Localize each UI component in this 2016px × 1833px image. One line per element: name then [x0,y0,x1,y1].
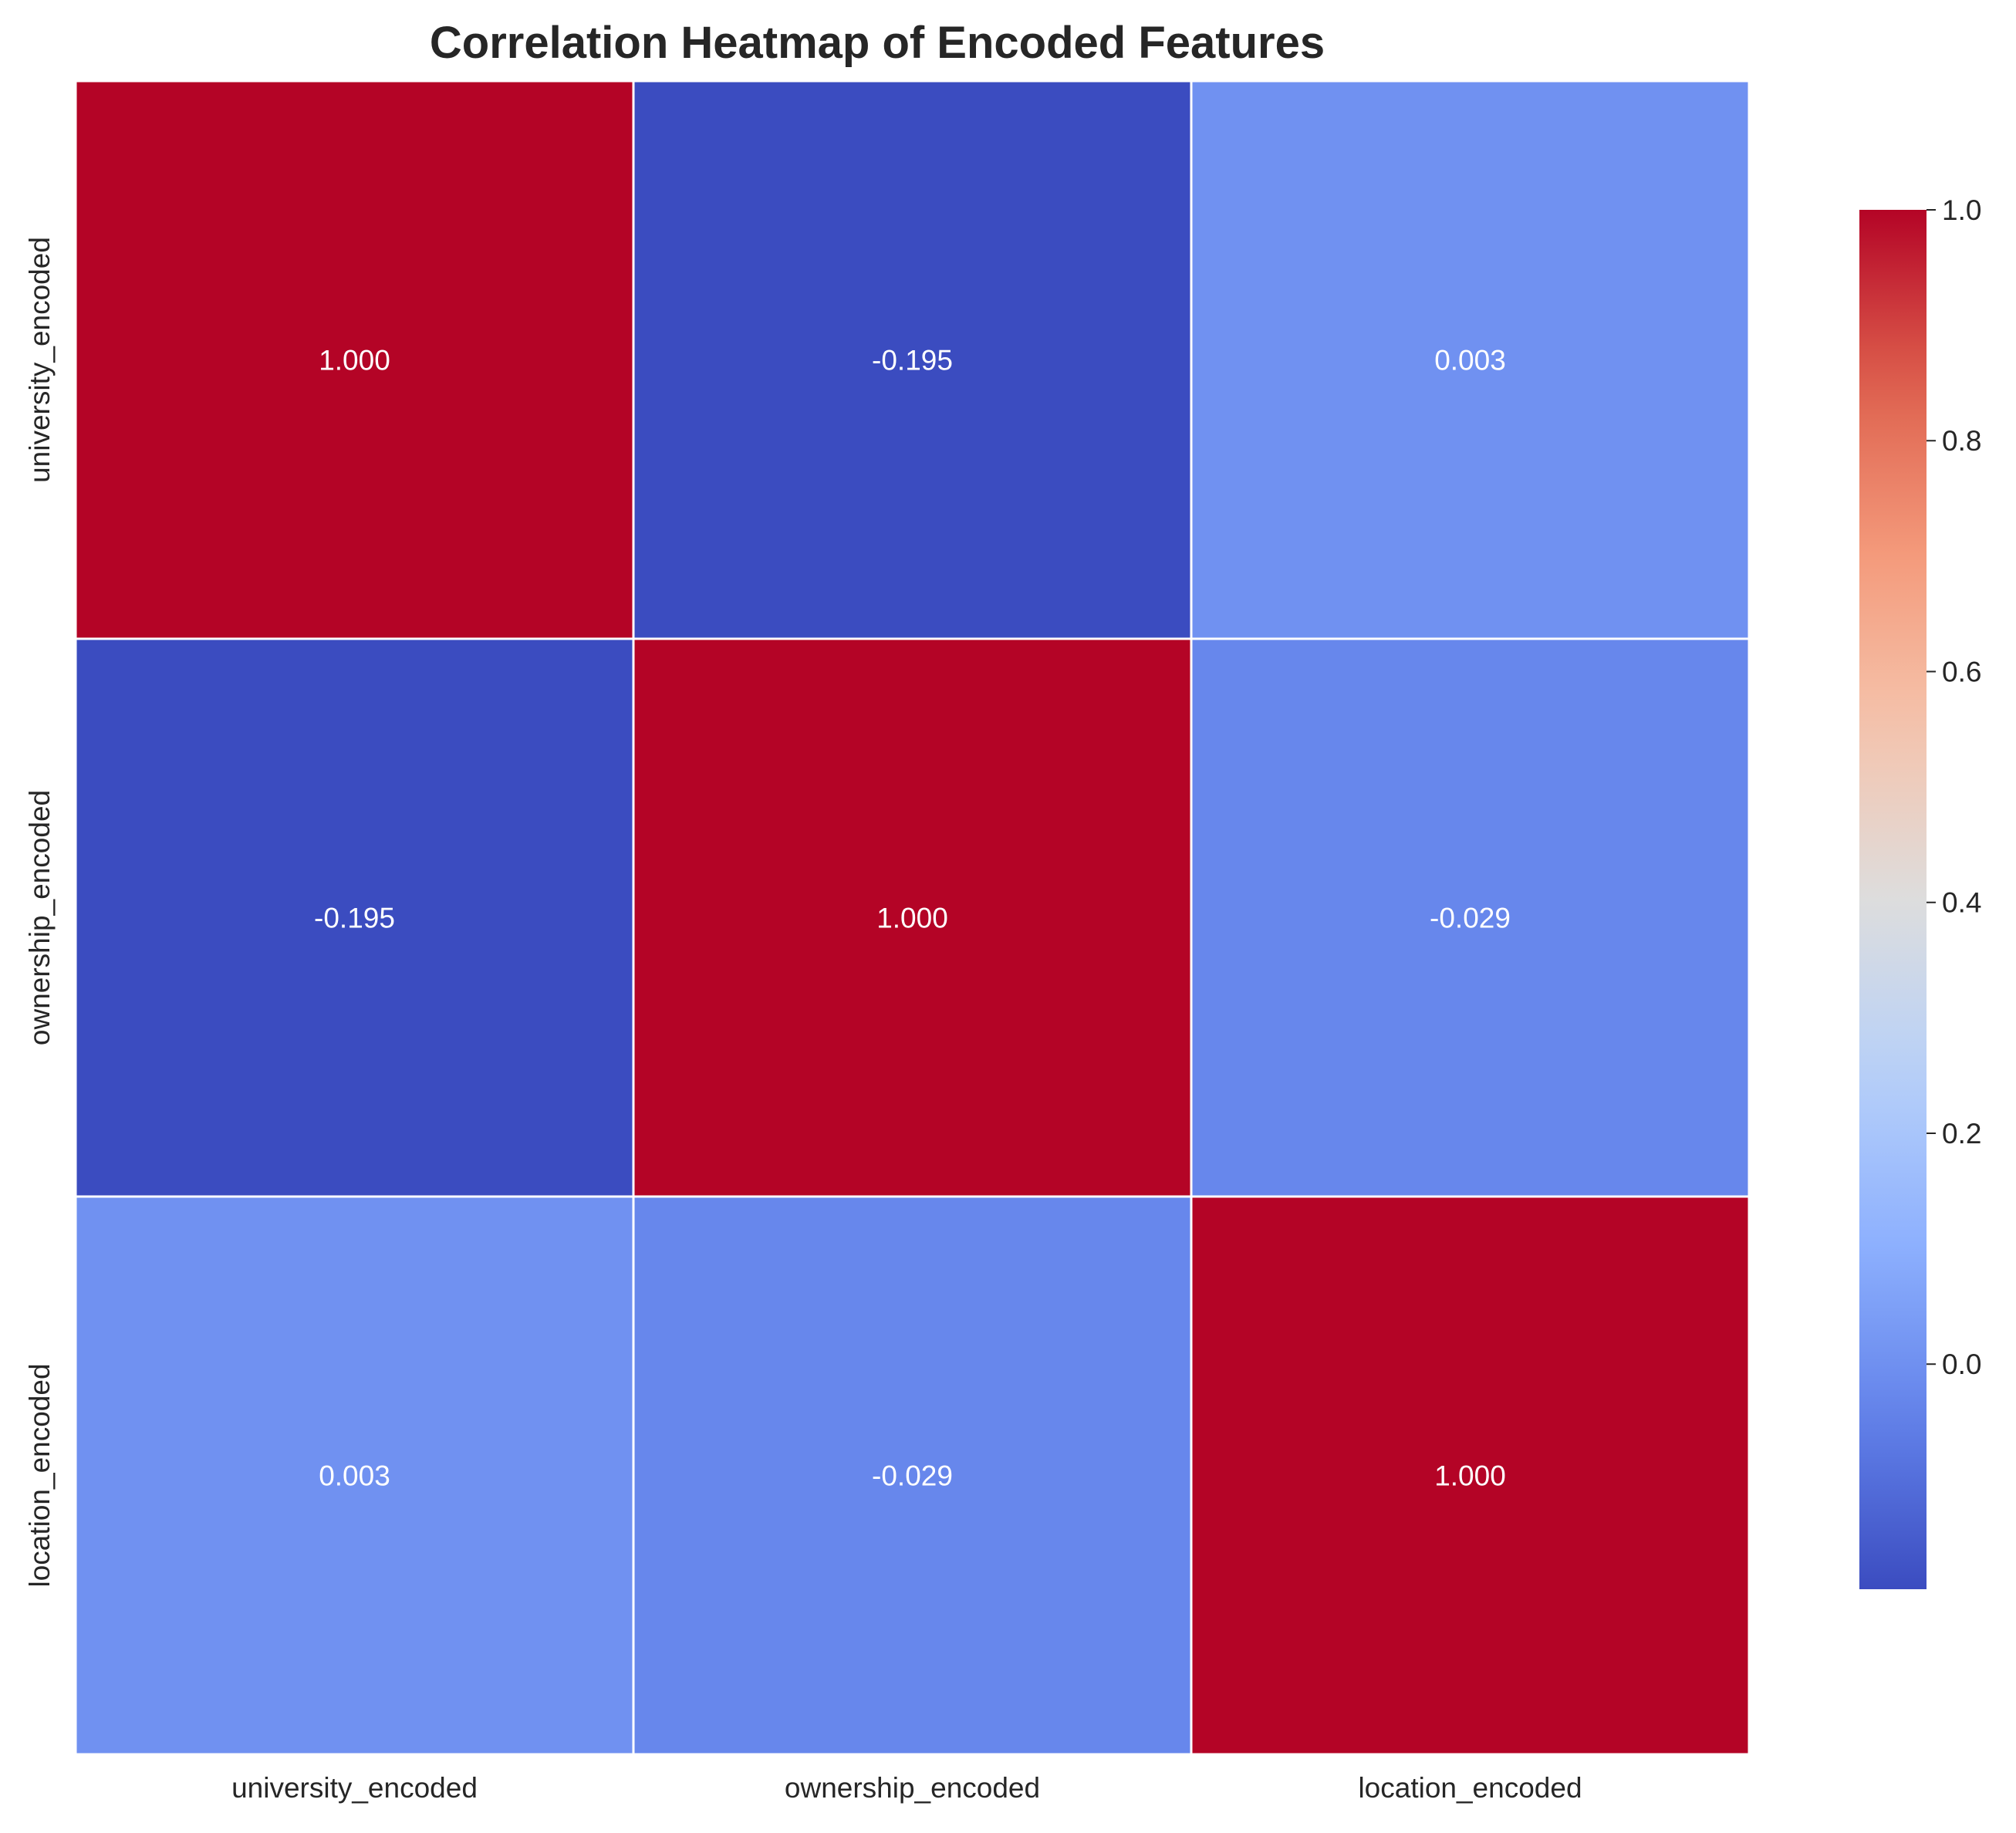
cell-annotation: 1.000 [1434,1460,1506,1492]
colorbar-tick-label: 1.0 [1942,194,1981,226]
heatmap-cell [1190,637,1751,1198]
colorbar-tick-label: 0.6 [1942,656,1981,687]
cell-annotation: 1.000 [319,345,390,376]
colorbar: 0.0 0.2 0.4 0.6 0.8 1.0 [1859,194,1981,1589]
cell-annotation: 1.000 [876,903,948,934]
cell-annotation: 0.003 [319,1460,390,1492]
heatmap-cell [74,79,635,640]
x-tick-label: location_encoded [1358,1772,1582,1804]
x-tick-label: university_encoded [231,1772,478,1804]
colorbar-gradient [1859,210,1927,1589]
cell-annotation: -0.029 [1430,903,1511,934]
x-tick-labels: university_encoded ownership_encoded locat… [231,1772,1582,1804]
y-tick-labels: university_encoded ownership_encodedlocat… [24,237,56,1587]
heatmap-cell [1190,79,1751,640]
colorbar-tick-label: 0.2 [1942,1118,1981,1149]
colorbar-tick-label: 0.8 [1942,425,1981,457]
heatmap-cell [632,79,1193,640]
y-tick-label: location_encoded [24,1363,56,1587]
cell-annotation: -0.195 [314,903,395,934]
heatmap-cells [74,79,1751,1756]
cell-annotation: 0.003 [1434,345,1506,376]
chart-title: Correlation Heatmap of Encoded Features [430,18,1325,68]
cell-annotation: -0.029 [872,1460,953,1492]
y-tick-label: ownership_encoded [24,790,56,1045]
colorbar-tick-label: 0.0 [1942,1349,1981,1380]
cell-annotation: -0.195 [872,345,953,376]
heatmap-cell [632,637,1193,1198]
heatmap-cell [632,1195,1193,1756]
colorbar-ticks: 0.0 0.2 0.4 0.6 0.8 1.0 [1927,194,1981,1380]
colorbar-tick-label: 0.4 [1942,887,1981,919]
heatmap-annotations: 1.000 -0.195 0.003 -0.195 1.000 -0.029 0.003 -0… [314,345,1511,1492]
heatmap-cell [74,1195,635,1756]
y-tick-label: university_encoded [24,237,56,483]
x-tick-label: ownership_encoded [785,1772,1040,1804]
heatmap-cell [1190,1195,1751,1756]
heatmap-cell [74,637,635,1198]
